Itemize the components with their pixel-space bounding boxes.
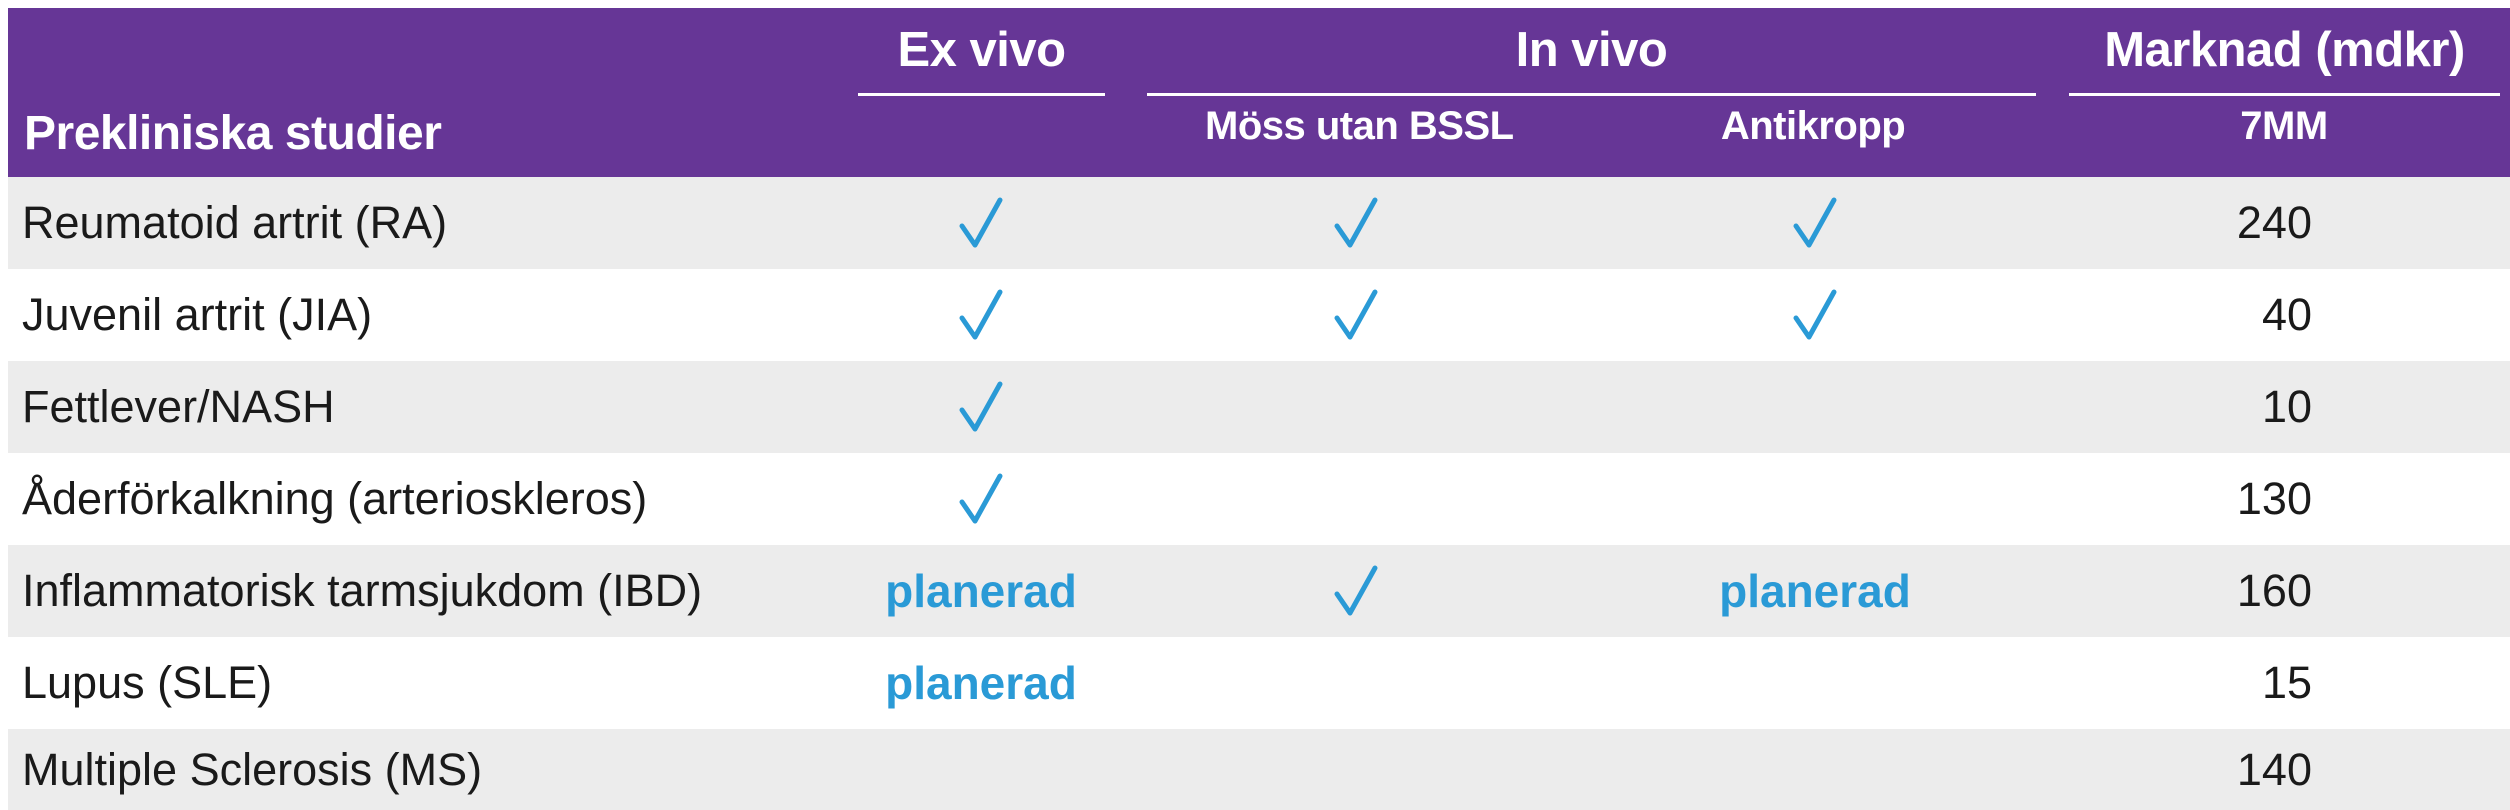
row-label: Juvenil artrit (JIA) — [22, 289, 373, 340]
check-antibody — [1665, 269, 1965, 361]
check-mice — [1206, 269, 1506, 361]
market-value: 10 — [2261, 381, 2312, 432]
subheader-antibody: Antikropp — [1720, 104, 1906, 148]
checkmark-icon — [1793, 197, 1837, 248]
planned-antibody: planerad — [1665, 545, 1965, 637]
checkmark-icon — [1334, 565, 1378, 616]
market-value: 240 — [2236, 197, 2312, 248]
planned-ex-vivo: planerad — [831, 637, 1131, 729]
checkmark-icon — [1334, 197, 1378, 248]
subheader-mice: Möss utan BSSL — [1205, 104, 1514, 148]
planned-label: planerad — [885, 657, 1077, 709]
table-row: Reumatoid artrit (RA) 240 — [8, 177, 2510, 269]
check-ex-vivo — [831, 361, 1131, 453]
checkmark-icon — [959, 473, 1003, 524]
market-value: 140 — [2236, 744, 2312, 795]
checkmark-icon — [959, 381, 1003, 432]
row-label: Lupus (SLE) — [22, 657, 273, 708]
table-title: Prekliniska studier — [24, 107, 442, 160]
checkmark-icon — [959, 197, 1003, 248]
table-header: Prekliniska studier Ex vivo In vivo Mark… — [8, 8, 2510, 177]
table-row: Åderförkalkning (arterioskleros) 130 — [8, 453, 2510, 545]
group-market: Marknad (mdkr) — [2069, 22, 2500, 96]
row-label: Fettlever/NASH — [22, 381, 335, 432]
planned-label: planerad — [885, 565, 1077, 617]
market-value: 160 — [2236, 565, 2312, 616]
table-row: Inflammatorisk tarmsjukdom (IBD) planerad… — [8, 545, 2510, 637]
row-label: Inflammatorisk tarmsjukdom (IBD) — [22, 565, 703, 616]
group-market-label: Marknad (mdkr) — [2104, 23, 2465, 77]
group-in-vivo-underline — [1147, 93, 2036, 96]
checkmark-icon — [959, 289, 1003, 340]
checkmark-icon — [1793, 289, 1837, 340]
market-value: 15 — [2261, 657, 2312, 708]
row-label: Åderförkalkning (arterioskleros) — [22, 473, 648, 524]
row-label: Multiple Sclerosis (MS) — [22, 744, 483, 795]
planned-ex-vivo: planerad — [831, 545, 1131, 637]
table-row: Lupus (SLE) planerad 15 — [8, 637, 2510, 729]
check-antibody — [1665, 177, 1965, 269]
group-ex-vivo: Ex vivo — [858, 22, 1105, 96]
checkmark-icon — [1334, 289, 1378, 340]
group-market-underline — [2069, 93, 2500, 96]
check-mice — [1206, 177, 1506, 269]
market-value: 40 — [2261, 289, 2312, 340]
check-mice — [1206, 545, 1506, 637]
check-ex-vivo — [831, 177, 1131, 269]
market-value: 130 — [2236, 473, 2312, 524]
group-in-vivo: In vivo — [1147, 22, 2036, 96]
table-row: Juvenil artrit (JIA) 40 — [8, 269, 2510, 361]
group-in-vivo-label: In vivo — [1515, 23, 1668, 77]
subheader-7mm: 7MM — [2240, 104, 2328, 148]
planned-label: planerad — [1719, 565, 1911, 617]
table-row: Fettlever/NASH 10 — [8, 361, 2510, 453]
check-ex-vivo — [831, 269, 1131, 361]
group-ex-vivo-underline — [858, 93, 1105, 96]
table-row: Multiple Sclerosis (MS) 140 — [8, 729, 2510, 810]
row-label: Reumatoid artrit (RA) — [22, 197, 448, 248]
group-ex-vivo-label: Ex vivo — [897, 23, 1066, 77]
check-ex-vivo — [831, 453, 1131, 545]
